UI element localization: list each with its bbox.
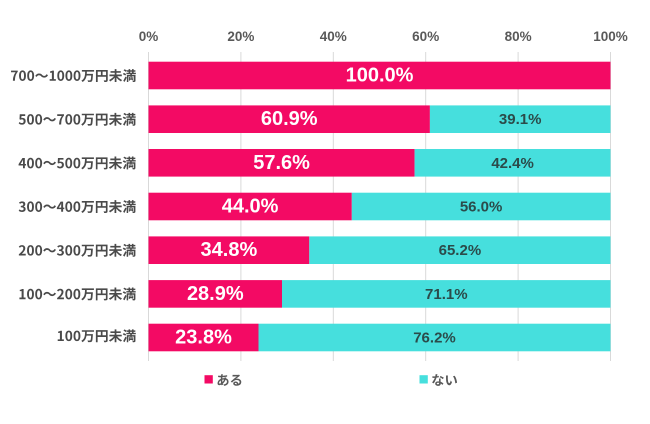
svg-text:71.1%: 71.1%: [425, 286, 468, 303]
svg-text:76.2%: 76.2%: [413, 330, 456, 347]
svg-text:100.0%: 100.0%: [346, 65, 414, 87]
svg-text:44.0%: 44.0%: [222, 196, 279, 218]
svg-text:57.6%: 57.6%: [253, 152, 310, 174]
svg-text:39.1%: 39.1%: [499, 111, 542, 128]
svg-text:65.2%: 65.2%: [439, 242, 482, 259]
svg-text:42.4%: 42.4%: [491, 155, 534, 172]
svg-text:0%: 0%: [139, 29, 159, 44]
svg-text:60.9%: 60.9%: [261, 108, 318, 130]
svg-text:56.0%: 56.0%: [460, 199, 503, 216]
svg-text:40%: 40%: [320, 29, 347, 44]
svg-text:20%: 20%: [227, 29, 254, 44]
svg-text:23.8%: 23.8%: [175, 327, 232, 349]
svg-text:28.9%: 28.9%: [187, 283, 244, 305]
svg-text:100%: 100%: [593, 29, 628, 44]
svg-text:60%: 60%: [412, 29, 439, 44]
svg-text:34.8%: 34.8%: [201, 239, 258, 261]
svg-text:80%: 80%: [505, 29, 532, 44]
